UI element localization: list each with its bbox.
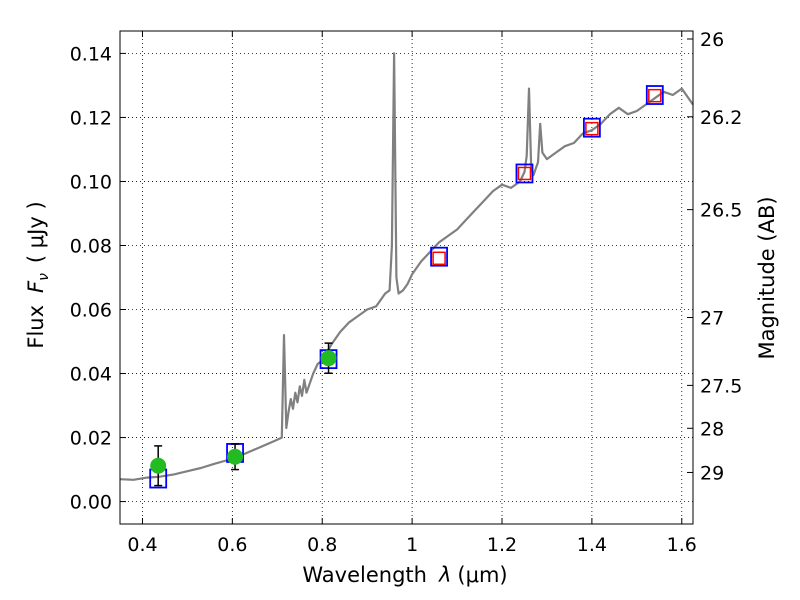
y-axis-label: FluxFν( μJy ) (24, 201, 52, 348)
x-axis-label: Wavelength λ (μm) (302, 563, 507, 587)
filter-box (515, 163, 534, 184)
mag-tick-label: 29 (700, 462, 724, 484)
mag-tick-label: 27 (700, 308, 724, 330)
observation-point (320, 350, 337, 367)
model-point (517, 166, 532, 181)
x-tick-label: 1.4 (577, 534, 607, 556)
x-tick-label: 0.8 (307, 534, 337, 556)
y-tick-label: 0.12 (70, 107, 112, 129)
x-tick-label: 1 (406, 534, 418, 556)
x-tick-label: 1.2 (487, 534, 517, 556)
y-tick-label: 0.04 (70, 364, 112, 386)
y-tick-label: 0.14 (70, 43, 112, 65)
filter-box (582, 117, 601, 138)
model-point (585, 121, 599, 136)
mag-tick-label: 28 (700, 418, 724, 440)
filter-box (645, 85, 664, 105)
model-points (432, 88, 662, 266)
observation-point (150, 457, 167, 474)
ticks: 0.4 0.6 0.8 1 1.2 1.4 1.6 0.00 0.02 0.04 0.06 0.08 0… (70, 29, 743, 556)
x-tick-label: 0.4 (127, 534, 157, 556)
x-tick-label: 0.6 (217, 534, 247, 556)
mag-tick-label: 26.5 (700, 200, 742, 222)
filter-box (430, 246, 448, 267)
y-tick-label: 0.00 (70, 492, 112, 514)
y-tick-label: 0.06 (70, 300, 112, 322)
plot-frame (119, 30, 694, 525)
y2-axis-label: Magnitude (AB) (755, 196, 779, 359)
spectrum-line (119, 52, 694, 481)
spectrum (119, 52, 694, 481)
mag-tick-label: 27.5 (700, 375, 742, 397)
mag-tick-label: 26 (700, 29, 724, 51)
model-point (648, 88, 662, 103)
observations (150, 342, 337, 487)
mag-tick-label: 26.2 (700, 107, 742, 129)
y-tick-label: 0.08 (70, 235, 112, 257)
y-tick-label: 0.02 (70, 428, 112, 450)
grid (120, 31, 693, 524)
x-tick-label: 1.6 (667, 534, 697, 556)
y-tick-label: 0.10 (70, 171, 112, 193)
model-point (432, 251, 446, 266)
observation-point (227, 448, 244, 465)
